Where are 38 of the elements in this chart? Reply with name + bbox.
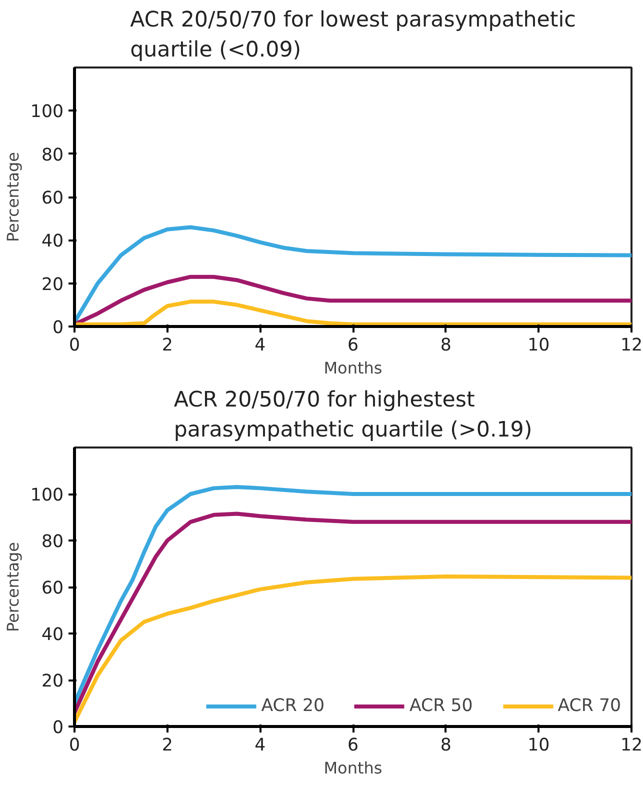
x-tick-label: 8 (440, 736, 452, 756)
y-tick-label: 0 (52, 318, 64, 338)
y-tick-label: 100 (30, 486, 64, 506)
y-tick-label: 20 (41, 672, 64, 692)
y-tick-label: 40 (41, 232, 64, 252)
x-tick-label: 4 (254, 336, 266, 356)
x-tick-label: 10 (528, 736, 550, 756)
chart-title: ACR 20/50/70 for lowest parasympathetic quartile (<0.09) (130, 8, 576, 62)
x-axis-title: Months (324, 358, 382, 378)
line-series (74, 574, 632, 724)
x-tick-label: 12 (620, 736, 643, 756)
y-tick-label: 60 (41, 188, 64, 208)
x-axis-title: Months (324, 758, 382, 778)
x-tick-label: 2 (162, 336, 173, 356)
legend-label: ACR 70 (558, 696, 621, 716)
x-tick-label: 2 (162, 736, 173, 756)
x-tick-label: 6 (347, 736, 359, 756)
chart-title: ACR 20/50/70 for highestest parasympathetic quartile (>0.19) (174, 388, 532, 442)
legend-label: ACR 50 (410, 696, 473, 716)
legend-label: ACR 20 (261, 696, 324, 716)
line-series (74, 225, 632, 324)
y-axis-title: Percentage (3, 542, 22, 632)
x-tick-label: 10 (528, 336, 550, 356)
y-tick-label: 20 (41, 274, 64, 295)
line-series (74, 512, 632, 715)
x-tick-label: 6 (347, 336, 359, 356)
x-tick-label: 0 (68, 736, 80, 756)
y-tick-label: 80 (41, 532, 64, 552)
y-tick-label: 80 (41, 145, 64, 166)
y-axis-title: Percentage (3, 152, 22, 242)
x-tick-label: 12 (620, 336, 643, 356)
y-tick-label: 0 (52, 718, 64, 738)
y-tick-label: 40 (41, 625, 64, 645)
x-tick-label: 0 (68, 336, 80, 356)
y-tick-label: 60 (41, 578, 64, 598)
x-tick-label: 8 (440, 336, 452, 356)
x-tick-label: 4 (254, 736, 266, 756)
y-tick-label: 100 (30, 102, 64, 122)
